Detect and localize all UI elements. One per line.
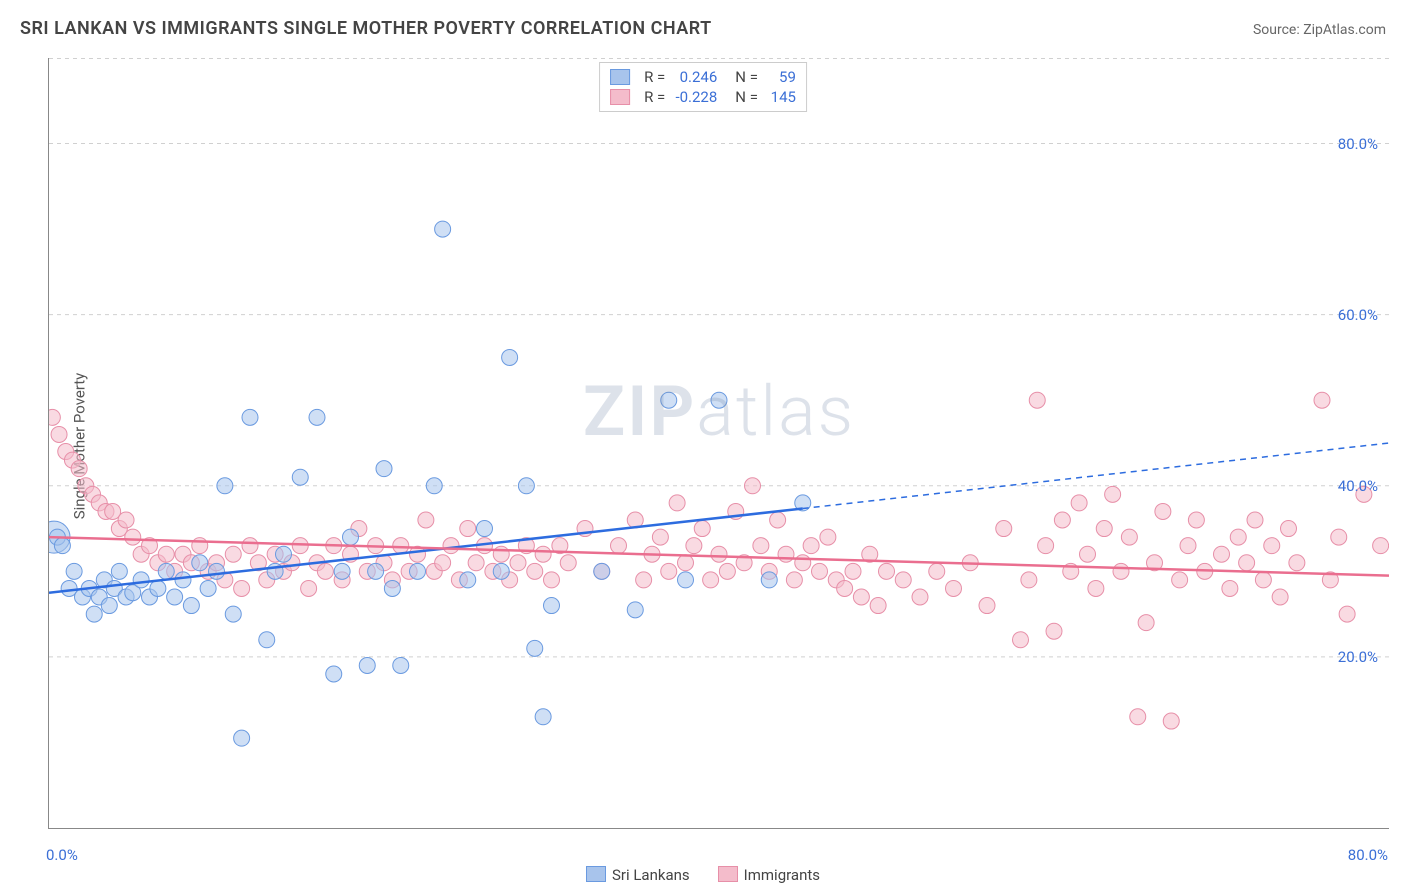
legend-row-sri-lankans: R = 0.246 N = 59 xyxy=(610,67,796,87)
r-value-sri-lankans: 0.246 xyxy=(669,68,717,86)
y-tick-label: 60.0% xyxy=(1338,306,1378,324)
correlation-legend: R = 0.246 N = 59 R = -0.228 N = 145 xyxy=(599,62,807,112)
swatch-icon xyxy=(610,89,630,105)
source-name: ZipAtlas.com xyxy=(1303,22,1386,38)
swatch-icon xyxy=(610,69,630,85)
legend-row-immigrants: R = -0.228 N = 145 xyxy=(610,87,796,107)
n-value-immigrants: 145 xyxy=(762,88,796,106)
n-value-sri-lankans: 59 xyxy=(762,68,796,86)
source-label: Source: xyxy=(1253,22,1303,38)
title-bar: SRI LANKAN VS IMMIGRANTS SINGLE MOTHER P… xyxy=(20,18,1386,39)
series-legend: Sri Lankans Immigrants xyxy=(0,866,1406,884)
n-label: N = xyxy=(735,68,758,86)
r-value-immigrants: -0.228 xyxy=(669,88,717,106)
x-axis-max-label: 80.0% xyxy=(1348,846,1388,864)
scatter-plot-svg xyxy=(49,58,1389,828)
n-label: N = xyxy=(735,88,758,106)
swatch-icon xyxy=(718,866,738,882)
y-tick-label: 40.0% xyxy=(1338,477,1378,495)
chart-title: SRI LANKAN VS IMMIGRANTS SINGLE MOTHER P… xyxy=(20,18,712,39)
y-tick-label: 80.0% xyxy=(1338,135,1378,153)
swatch-icon xyxy=(586,866,606,882)
legend-item-sri-lankans: Sri Lankans xyxy=(586,866,690,884)
r-label: R = xyxy=(644,88,665,106)
series-label: Immigrants xyxy=(744,866,820,884)
y-tick-label: 20.0% xyxy=(1338,648,1378,666)
chart-container: SRI LANKAN VS IMMIGRANTS SINGLE MOTHER P… xyxy=(0,0,1406,892)
legend-item-immigrants: Immigrants xyxy=(718,866,820,884)
series-label: Sri Lankans xyxy=(612,866,690,884)
plot-area: ZIPatlas xyxy=(48,58,1389,829)
x-axis-min-label: 0.0% xyxy=(46,846,78,864)
r-label: R = xyxy=(644,68,665,86)
source-attribution: Source: ZipAtlas.com xyxy=(1253,22,1386,38)
